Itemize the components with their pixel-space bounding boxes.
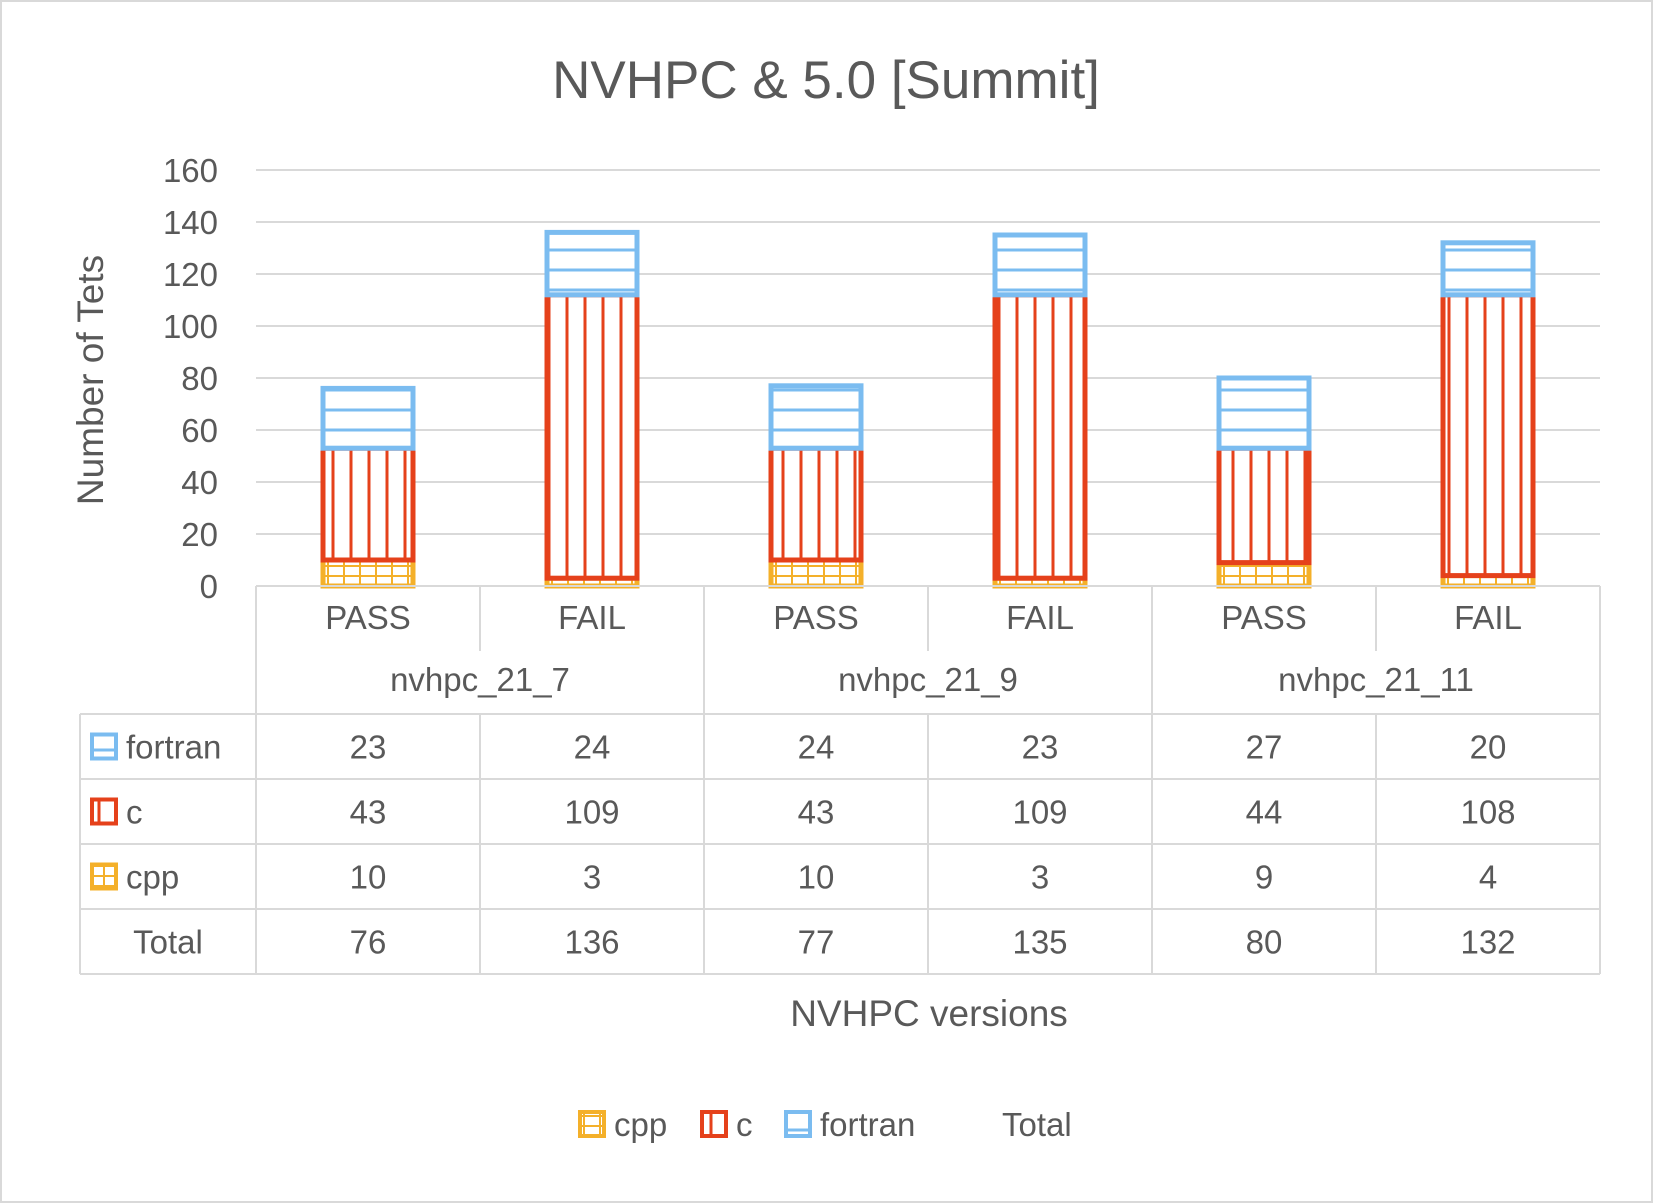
bars [320,229,1536,589]
table-cell-value: 43 [350,794,387,831]
y-tick-label: 160 [163,152,218,189]
bar-c [1440,292,1536,579]
table-cell-value: 10 [350,859,387,896]
chart-title: NVHPC & 5.0 [Summit] [552,51,1100,110]
table-row-label: cpp [126,859,179,896]
table-cell-value: 24 [798,729,835,766]
bar-cpp [1216,560,1312,589]
y-tick-label: 60 [181,412,218,449]
y-tick-label: 0 [200,568,218,605]
bar-fortran [768,383,864,451]
bar-c [544,292,640,581]
table-cell-value: 23 [350,729,387,766]
table-cell-value: 23 [1022,729,1059,766]
table-cell-value: 109 [1012,794,1067,831]
group-label: nvhpc_21_11 [1278,661,1474,698]
category-label: FAIL [558,599,626,636]
legend-label: cpp [614,1106,667,1143]
y-tick-labels: 0 20 40 60 80 100 120 140 160 [163,152,218,605]
table-row-label: c [126,794,143,831]
table-cell-value: 24 [574,729,611,766]
table-cell-value: 20 [1470,729,1507,766]
table-cell-value: 136 [564,924,619,961]
table-cell-value: 77 [798,924,835,961]
table-cell-value: 135 [1012,924,1067,961]
category-label: PASS [773,599,859,636]
legend-label: Total [1002,1106,1072,1143]
legend-key-cpp [578,1110,606,1138]
bar-cpp [768,557,864,589]
table-cell-value: 108 [1460,794,1515,831]
bar-fortran [1216,375,1312,451]
y-tick-label: 20 [181,516,218,553]
table-row-label: fortran [126,729,221,766]
legend-key-fortran [784,1110,812,1138]
table-cell-value: 43 [798,794,835,831]
table-cell-value: 27 [1246,729,1283,766]
bar-fortran [320,385,416,451]
table-row-label: Total [133,924,203,961]
table-cell-value: 3 [583,859,601,896]
category-label: PASS [325,599,411,636]
y-tick-label: 120 [163,256,218,293]
legend-key-c [90,797,118,826]
legend-key-c [700,1110,728,1138]
category-label: FAIL [1454,599,1522,636]
legend-label: c [736,1106,753,1143]
y-tick-label: 100 [163,308,218,345]
group-label: nvhpc_21_9 [838,661,1018,698]
y-tick-label: 80 [181,360,218,397]
bar-c [768,445,864,563]
y-axis-label: Number of Tets [70,255,111,505]
table-cell-value: 10 [798,859,835,896]
bar-c [320,445,416,563]
table-cell-value: 76 [350,924,387,961]
bar-fortran [992,232,1088,298]
bar-c [1216,445,1312,566]
y-tick-label: 40 [181,464,218,501]
legend-key-fortran [90,732,118,761]
bar-fortran [1440,240,1536,298]
table-cell-value: 132 [1460,924,1515,961]
bar-cpp [320,557,416,589]
x-axis-label: NVHPC versions [790,993,1068,1034]
category-label: FAIL [1006,599,1074,636]
legend-label: fortran [820,1106,915,1143]
gridlines [256,169,1600,535]
y-tick-label: 140 [163,204,218,241]
legend: cpp c fortran Total [578,1106,1072,1143]
bar-fortran [544,229,640,298]
legend-key-cpp [90,862,118,891]
bar-c [992,292,1088,581]
category-label: PASS [1221,599,1307,636]
table-cell-value: 9 [1255,859,1273,896]
table-cell-value: 44 [1246,794,1283,831]
table-cell-value: 80 [1246,924,1283,961]
table-cell-value: 109 [564,794,619,831]
group-label: nvhpc_21_7 [390,661,570,698]
data-table: PASS FAIL PASS FAIL PASS FAIL nvhpc_21_7 nvhpc_… [79,585,1601,975]
table-cell-value: 4 [1479,859,1497,896]
table-cell-value: 3 [1031,859,1049,896]
